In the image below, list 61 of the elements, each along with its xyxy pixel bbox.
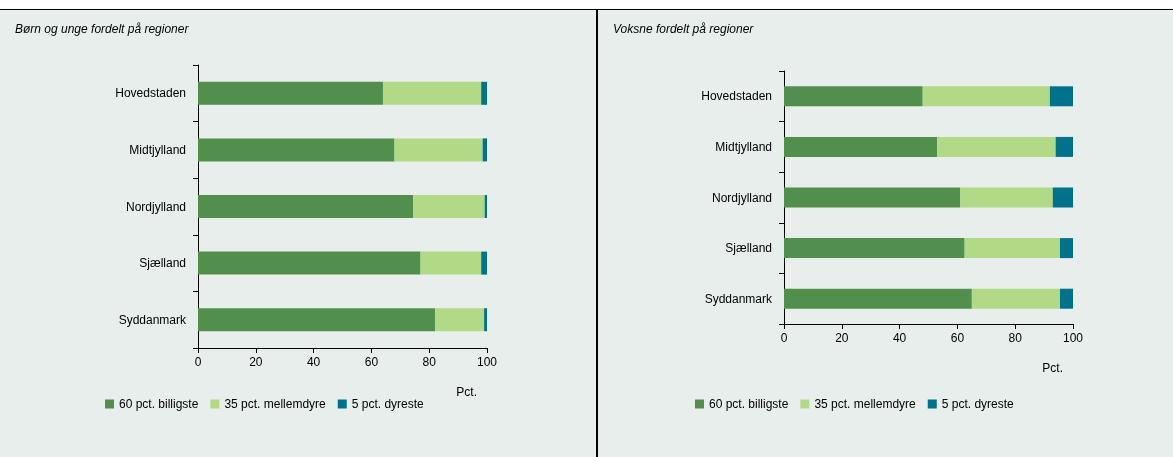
bar [937, 136, 1056, 157]
y-tick-label: Hovedstaden [115, 86, 186, 101]
x-axis-title: Pct. [456, 385, 477, 399]
x-tick-label: 40 [306, 355, 321, 369]
x-tick-label: 0 [780, 331, 788, 345]
legend-label: 35 pct. mellemdyre [814, 397, 917, 411]
x-tick-label: 100 [1062, 331, 1084, 345]
bar [198, 251, 421, 275]
bar [413, 195, 485, 218]
y-tick-label: Midtjylland [715, 139, 772, 154]
bar [198, 308, 435, 332]
text: Børn og unge fordelt på regioner [15, 22, 190, 36]
x-tick-label: 80 [1008, 331, 1023, 345]
x-tick-label: 20 [249, 355, 263, 369]
x-tick-label: 100 [476, 355, 498, 369]
x-axis-title: Pct. [1042, 361, 1063, 375]
bar [1055, 136, 1073, 157]
bar [198, 138, 395, 162]
bar [382, 81, 482, 105]
bar [198, 195, 414, 218]
bar [971, 288, 1060, 309]
bar [482, 138, 487, 162]
bar [394, 138, 483, 162]
y-tick-label: Syddanmark [118, 312, 187, 327]
legend-label: 60 pct. billigste [709, 397, 789, 411]
bar [420, 251, 482, 275]
bar [1059, 238, 1073, 259]
bar [784, 86, 923, 107]
bar [481, 251, 487, 275]
bar [1049, 86, 1073, 107]
bar [964, 238, 1060, 259]
bar [922, 86, 1050, 107]
x-tick-label: 20 [835, 331, 849, 345]
bar [1059, 288, 1073, 309]
y-tick-label: Nordjylland [125, 199, 186, 214]
y-tick-label: Syddanmark [704, 291, 773, 306]
x-tick-label: 80 [422, 355, 437, 369]
y-tick-label: Hovedstaden [701, 89, 772, 104]
bar [784, 136, 938, 157]
y-tick-label: Nordjylland [711, 190, 772, 205]
y-tick-label: Midtjylland [129, 142, 186, 157]
legend-label: 5 pct. dyreste [941, 397, 1015, 411]
bar [1052, 187, 1073, 208]
bar [484, 308, 487, 332]
x-tick-label: 0 [194, 355, 202, 369]
bar [434, 308, 485, 332]
bar [784, 187, 961, 208]
legend-label: 60 pct. billigste [119, 397, 199, 411]
bar [198, 81, 383, 105]
x-tick-label: 60 [364, 355, 379, 369]
legend-label: 5 pct. dyreste [351, 397, 425, 411]
legend-label: 35 pct. mellemdyre [224, 397, 327, 411]
bar [960, 187, 1053, 208]
bar [784, 238, 965, 259]
text: Voksne fordelt på regioner [613, 22, 755, 36]
y-tick-label: Sjælland [139, 256, 186, 271]
bar [784, 288, 972, 309]
y-tick-label: Sjælland [725, 241, 772, 256]
bar [481, 81, 487, 105]
x-tick-label: 40 [892, 331, 907, 345]
x-tick-label: 60 [950, 331, 965, 345]
